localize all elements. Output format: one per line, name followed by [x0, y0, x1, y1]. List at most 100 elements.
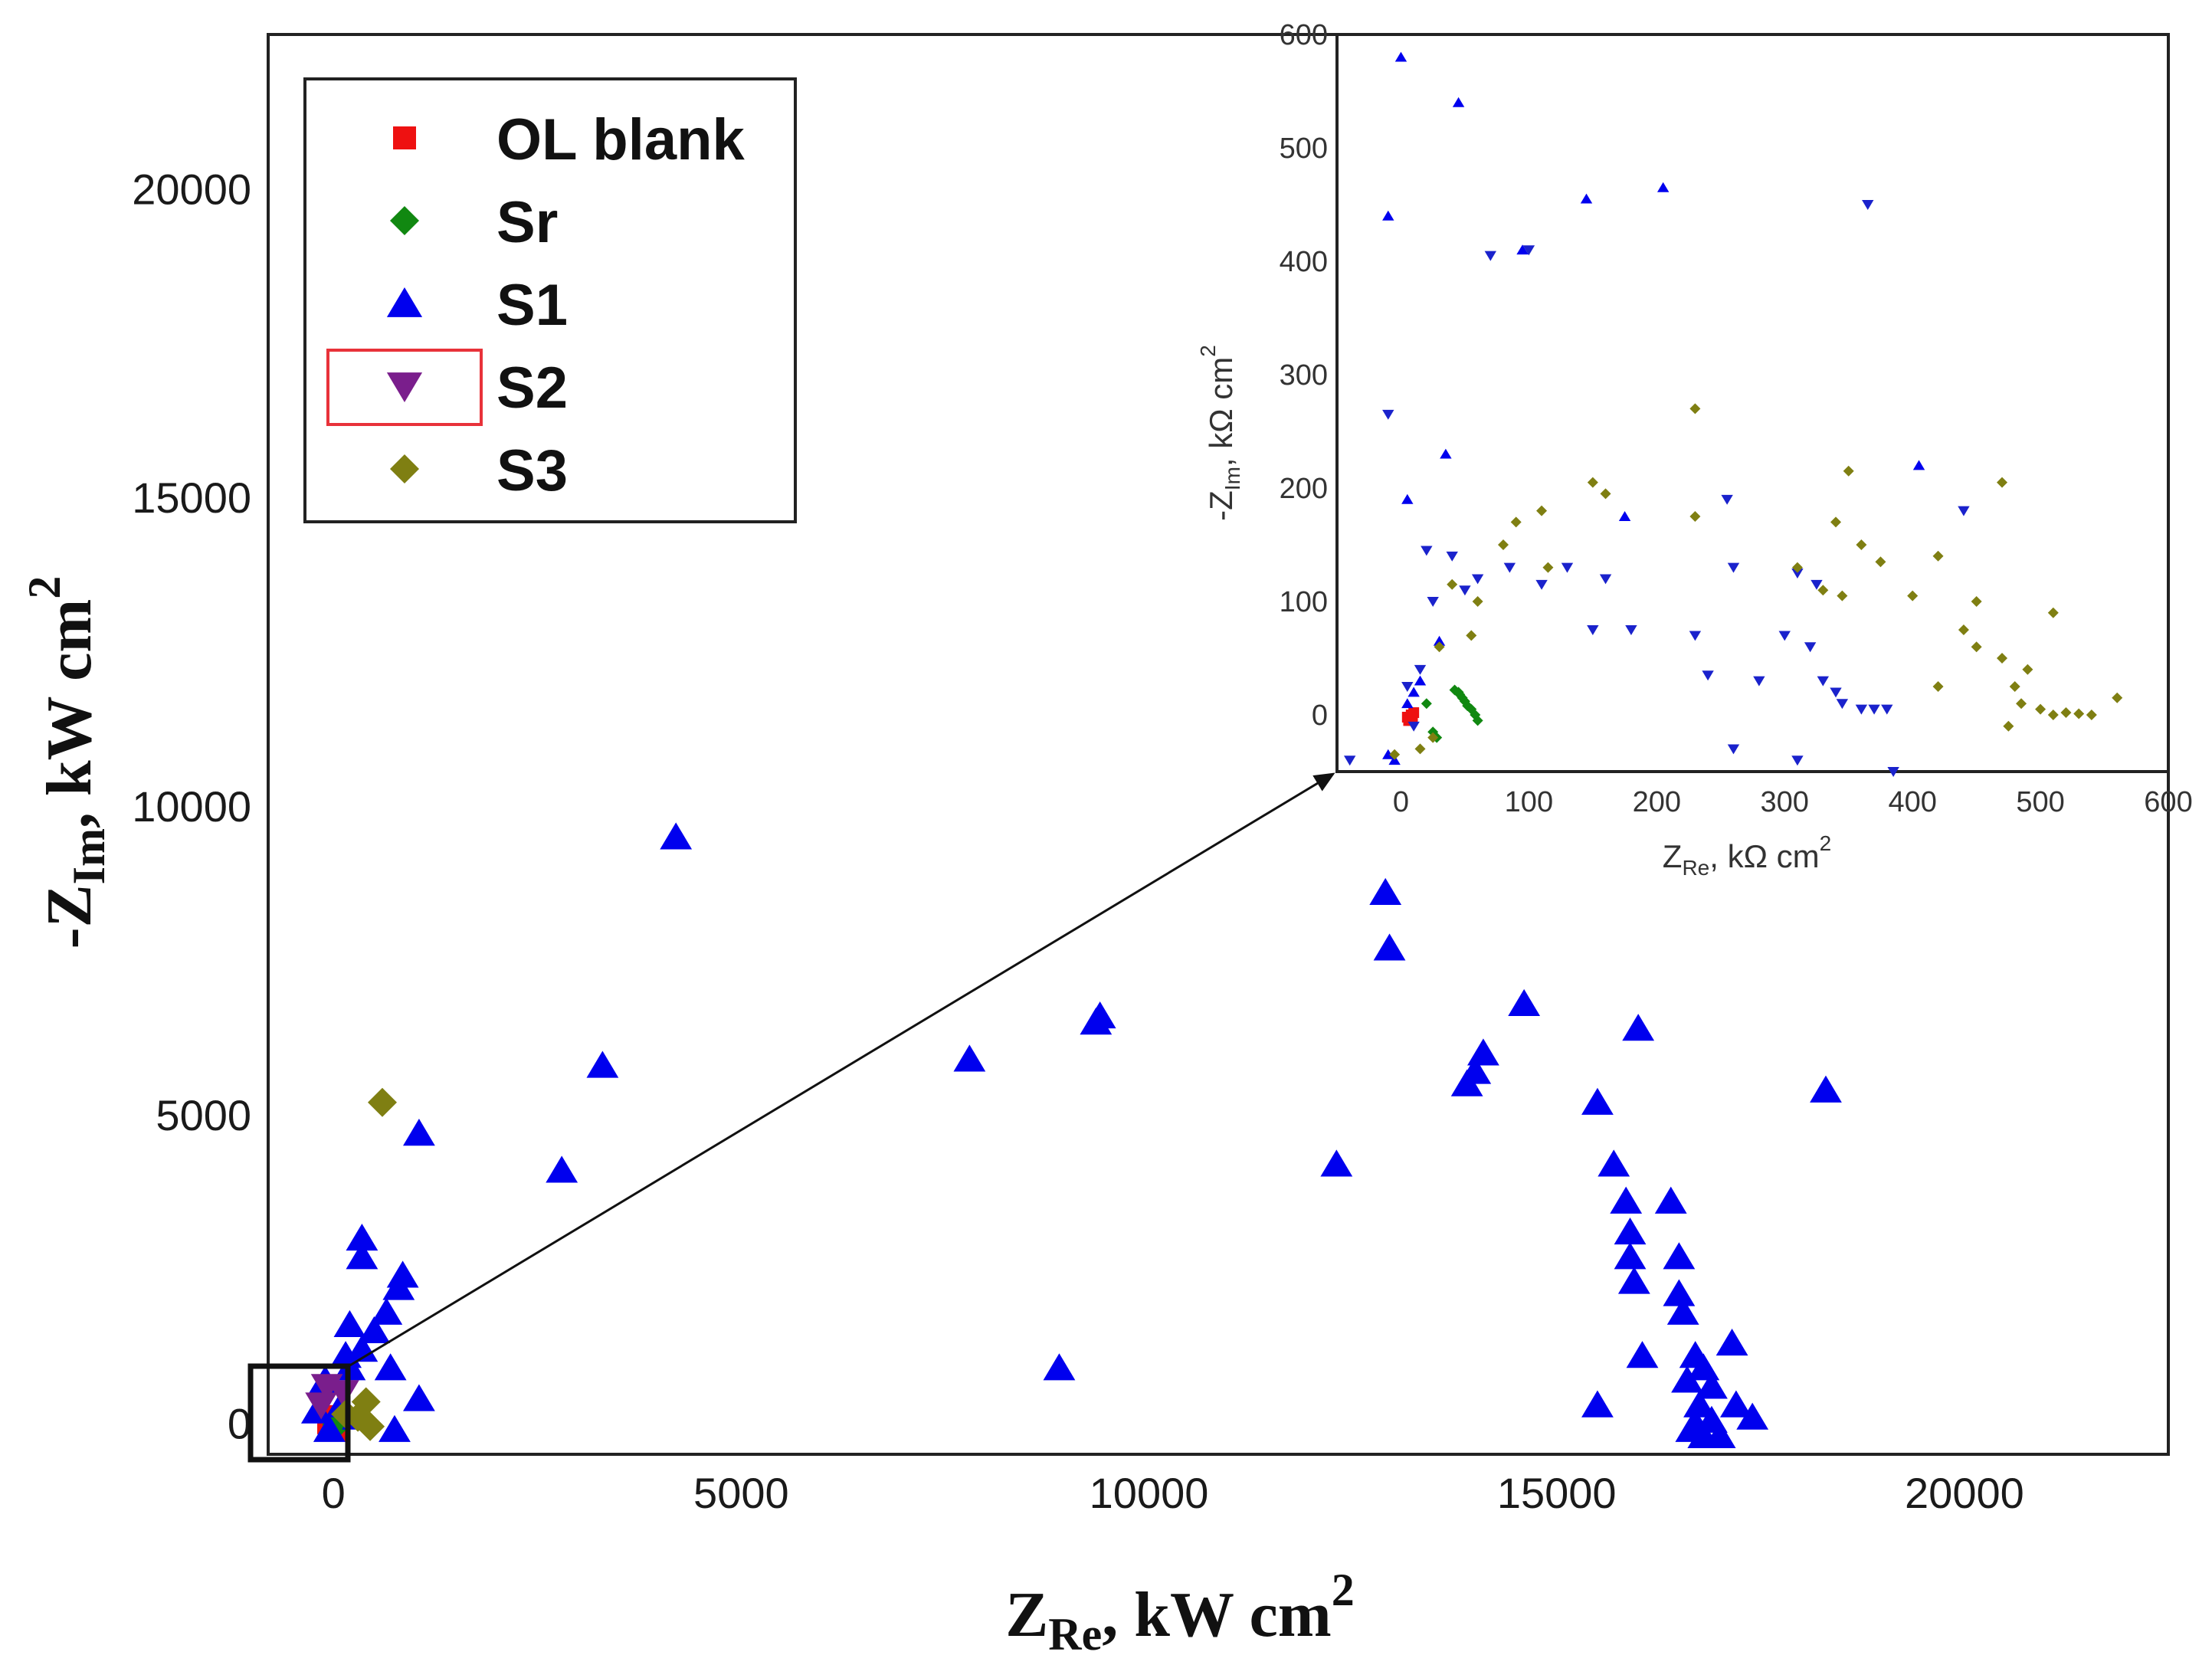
main-point-s1 [370, 1297, 403, 1325]
inset-point-s3 [2022, 664, 2033, 675]
inset-point-s2 [1811, 579, 1823, 590]
inset-x-tick-label: 300 [1761, 786, 1809, 818]
main-point-s1 [1080, 1008, 1113, 1035]
inset-point-s3 [1414, 743, 1426, 755]
main-y-title-rest: , kW cm [34, 599, 105, 828]
inset-point-s2 [1561, 562, 1574, 573]
inset-point-s2 [1836, 699, 1849, 710]
main-point-s1 [953, 1044, 986, 1072]
inset-point-s1 [1401, 698, 1414, 709]
legend-label-ol-blank: OL blank [496, 107, 746, 172]
inset-ticks: 0 100 200 300 400 500 600 0 100 200 300 400 500 600 [1280, 19, 2193, 818]
inset-point-s3 [1997, 477, 2007, 488]
inset-point-s3 [1600, 488, 1611, 500]
legend-box [303, 77, 797, 523]
inset-point-s2 [1343, 755, 1356, 766]
main-point-s1 [403, 1119, 435, 1146]
inset-point-s1 [1414, 675, 1427, 686]
legend-marker-s3 [390, 454, 419, 483]
inset-point-s2 [1689, 631, 1702, 641]
inset-point-s2 [1407, 721, 1420, 732]
inset-point-s2 [1778, 631, 1791, 641]
main-point-s1 [1663, 1279, 1696, 1306]
inset-point-s2 [1522, 245, 1535, 256]
main-point-s1 [358, 1316, 391, 1344]
main-x-tick-label: 10000 [1090, 1469, 1209, 1517]
inset-point-s2 [1855, 704, 1868, 715]
inset-y-tick-label: 0 [1312, 700, 1328, 732]
main-point-s1 [1614, 1242, 1647, 1270]
inset-point-s2 [1887, 767, 1899, 777]
main-point-s1 [1810, 1075, 1842, 1103]
inset-point-s3 [2112, 692, 2123, 703]
inset-point-s3 [1427, 732, 1439, 743]
inset-point-s3 [2035, 703, 2047, 715]
inset-point-s1 [1433, 635, 1446, 646]
inset-point-s3 [1875, 556, 1886, 568]
main-point-s1 [1683, 1390, 1716, 1418]
inset-point-s1 [1912, 460, 1925, 470]
inset-point-s2 [1401, 682, 1414, 692]
inset-point-s1 [1394, 51, 1407, 62]
inset-point-s3 [1587, 477, 1598, 488]
inset-y-tick-label: 200 [1280, 473, 1328, 505]
main-point-s1 [1671, 1365, 1703, 1393]
inset-y-tick-label: 600 [1280, 19, 1328, 51]
inset-x-title-rest: , kΩ cm [1709, 838, 1819, 874]
main-point-s1 [346, 1242, 378, 1270]
main-point-s1 [382, 1273, 415, 1300]
main-point-s1 [1626, 1341, 1659, 1368]
inset-point-s3 [1932, 681, 1944, 692]
inset-point-s2 [1382, 409, 1394, 420]
legend-label-sr: Sr [496, 190, 558, 255]
inset-y-title-prefix: -Z [1203, 490, 1239, 521]
main-point-s1 [1617, 1267, 1650, 1294]
inset-point-s2 [1503, 562, 1516, 573]
inset-point-s2 [1804, 642, 1817, 653]
inset-point-s1 [1407, 687, 1420, 697]
main-point-s1 [1610, 1186, 1643, 1214]
main-point-s1 [1320, 1149, 1353, 1177]
inset-point-s2 [1727, 562, 1740, 573]
main-y-title-sup: 2 [19, 576, 70, 599]
legend-marker-sr [390, 206, 419, 235]
inset-point-s3 [1932, 550, 1944, 562]
inset-x-tick-label: 400 [1888, 786, 1936, 818]
main-y-tick-label: 20000 [132, 165, 251, 213]
inset-point-s2 [1484, 251, 1497, 261]
inset-point-sr [1421, 698, 1432, 710]
main-x-title-sub: Re [1048, 1609, 1102, 1660]
legend-label-s3: S3 [496, 438, 568, 503]
inset-point-s2 [1471, 574, 1484, 585]
main-y-tick-label: 5000 [156, 1091, 251, 1139]
inset-point-s3 [1689, 511, 1701, 522]
inset-point-s1 [1452, 97, 1465, 107]
inset-point-s3 [1907, 590, 1919, 601]
inset-point-s3 [1837, 590, 1848, 601]
main-point-s1 [1614, 1217, 1647, 1245]
inset-x-axis-title: ZRe, kΩ cm2 [1663, 831, 1831, 880]
main-point-s1 [346, 1224, 378, 1251]
legend: OL blank Sr S1 S2 S3 [303, 77, 797, 523]
inset-point-s2 [1414, 664, 1427, 675]
main-x-axis-title: ZRe, kW cm2 [1005, 1565, 1354, 1660]
inset-point-s2 [1427, 597, 1439, 607]
inset-point-s1 [1618, 511, 1631, 521]
main-point-s1 [1696, 1372, 1728, 1399]
inset-point-s3 [1997, 653, 2007, 664]
main-point-s1 [1716, 1328, 1748, 1356]
main-point-s1 [1450, 1069, 1483, 1096]
legend-marker-ol-blank [393, 126, 416, 149]
main-y-title-prefix: -Z [34, 884, 105, 949]
inset-y-tick-label: 500 [1280, 133, 1328, 165]
inset-point-s3 [1510, 516, 1522, 528]
main-point-s1 [546, 1155, 578, 1183]
inset-point-s3 [1971, 641, 1982, 653]
main-y-tick-label: 15000 [132, 474, 251, 522]
inset-point-s2 [1721, 494, 1733, 505]
main-y-title-sub: Im [64, 828, 114, 884]
main-point-s1 [333, 1309, 366, 1337]
legend-label-s1: S1 [496, 273, 568, 338]
inset-point-s3 [2047, 607, 2059, 618]
